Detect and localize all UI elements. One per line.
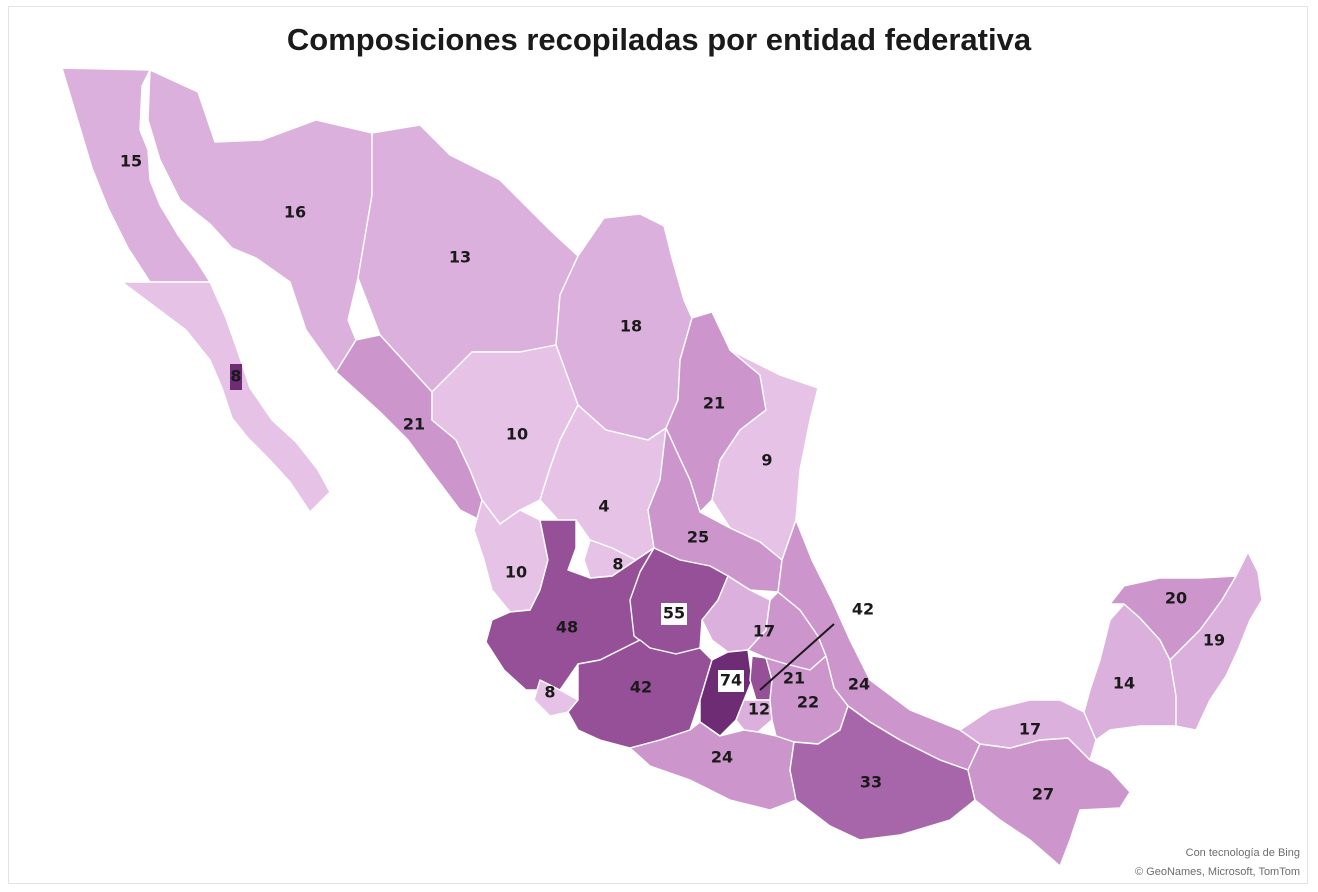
value-label-tabasco: 17 xyxy=(1019,720,1041,739)
value-label-durango: 10 xyxy=(506,425,528,444)
value-label-hidalgo: 21 xyxy=(783,669,805,688)
value-label-ciudad-de-mexico: 42 xyxy=(852,600,874,619)
value-label-veracruz: 24 xyxy=(848,675,870,694)
credit-sources: © GeoNames, Microsoft, TomTom xyxy=(1135,866,1300,878)
map-title: Composiciones recopiladas por entidad fe… xyxy=(286,22,1032,57)
value-label-baja-california-sur: 8 xyxy=(230,367,241,386)
value-label-quintana-roo: 19 xyxy=(1203,631,1225,650)
region-baja-california-sur xyxy=(121,281,331,513)
value-label-michoacan: 42 xyxy=(630,678,652,697)
region-guerrero xyxy=(629,721,797,811)
credit-bing: Con tecnología de Bing xyxy=(1185,847,1300,859)
region-baja-california xyxy=(61,67,211,283)
label-box-guanajuato xyxy=(661,603,687,625)
value-label-san-luis-potosi: 25 xyxy=(687,528,709,547)
region-quintana-roo xyxy=(1169,551,1263,731)
value-label-guerrero: 24 xyxy=(711,748,733,767)
value-label-nuevo-leon: 21 xyxy=(703,394,725,413)
value-label-sonora: 16 xyxy=(284,203,306,222)
value-label-nayarit: 10 xyxy=(505,563,527,582)
value-label-baja-california: 15 xyxy=(120,152,142,171)
value-label-puebla: 22 xyxy=(797,693,819,712)
value-label-tamaulipas: 9 xyxy=(761,451,772,470)
region-san-luis-potosi xyxy=(647,427,783,593)
value-label-oaxaca: 33 xyxy=(860,773,882,792)
label-box-estado-de-mexico xyxy=(718,670,744,692)
value-label-queretaro: 17 xyxy=(753,622,775,641)
value-label-jalisco: 48 xyxy=(556,618,578,637)
value-label-chihuahua: 13 xyxy=(449,248,471,267)
value-label-coahuila: 18 xyxy=(620,317,642,336)
value-label-colima: 8 xyxy=(544,683,555,702)
value-label-morelos: 12 xyxy=(748,700,770,719)
value-label-chiapas: 27 xyxy=(1032,785,1054,804)
region-aguascalientes xyxy=(583,539,637,579)
value-label-campeche: 14 xyxy=(1113,674,1135,693)
callout-line-cdmx xyxy=(759,623,835,691)
value-label-yucatan: 20 xyxy=(1165,589,1187,608)
value-label-sinaloa: 21 xyxy=(403,415,425,434)
value-label-estado-de-mexico: 74 xyxy=(720,671,742,690)
value-label-guanajuato: 55 xyxy=(663,604,685,623)
value-label-aguascalientes: 8 xyxy=(612,555,623,574)
value-label-zacatecas: 4 xyxy=(598,497,609,516)
label-box-baja-california-sur xyxy=(230,364,242,390)
